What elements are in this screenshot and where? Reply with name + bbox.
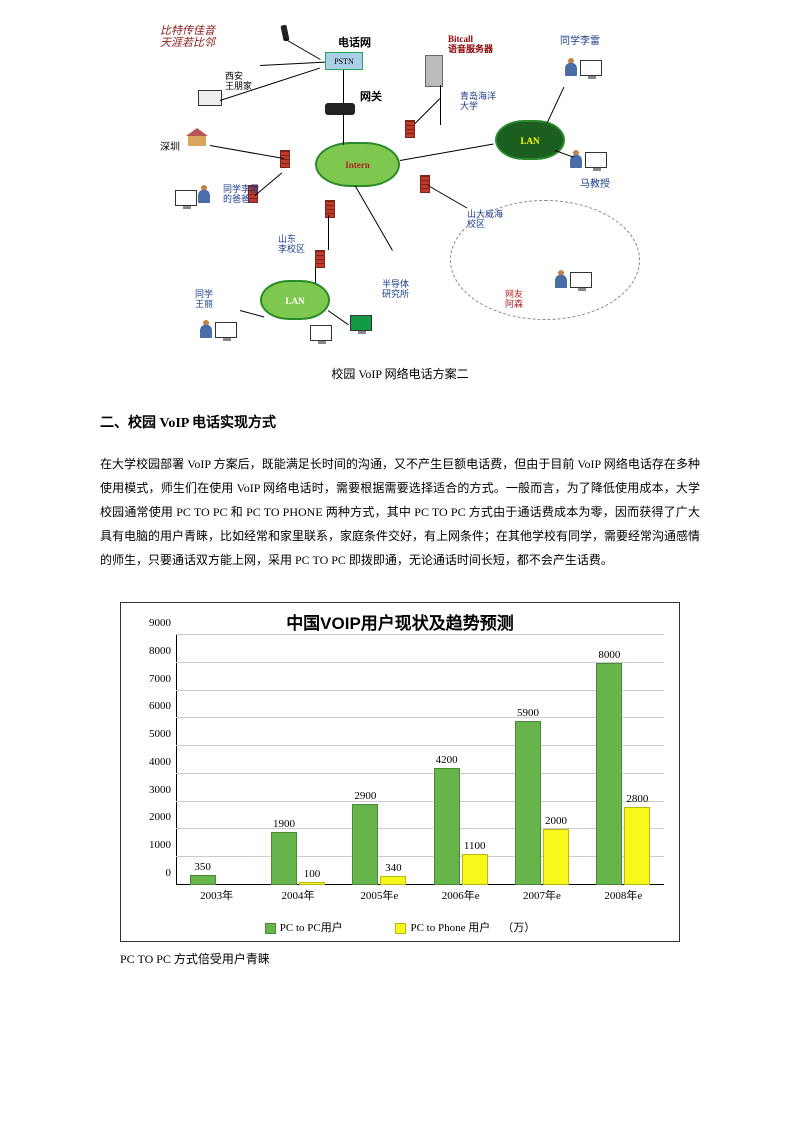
computer-icon <box>580 60 602 76</box>
body-paragraph: 在大学校园部署 VoIP 方案后，既能满足长时间的沟通，又不产生巨额电话费，但由… <box>100 452 700 572</box>
dashed-region <box>450 200 640 320</box>
shandong-label: 山东 李校区 <box>278 235 305 255</box>
chart-plot-area: 0100020003000400050006000700080009000200… <box>176 635 664 885</box>
student-li-label: 同学李雷 <box>560 32 600 47</box>
lan-cloud-bottom: LAN <box>260 280 330 320</box>
chart-bar <box>190 875 216 885</box>
computer-icon <box>585 152 607 168</box>
firewall-icon <box>420 175 430 193</box>
firewall-icon <box>315 250 325 268</box>
chart-caption: PC TO PC 方式倍受用户青睐 <box>120 950 700 967</box>
internet-cloud: Intern <box>315 142 400 187</box>
xian-label: 西安 王朋家 <box>225 72 252 92</box>
computer-icon <box>350 315 372 331</box>
gateway-device <box>325 103 355 115</box>
house-icon <box>186 128 208 146</box>
phone-fax-icon <box>198 90 222 106</box>
computer-icon <box>175 190 197 206</box>
chart-bar <box>543 829 569 885</box>
lan-cloud-right: LAN <box>495 120 565 160</box>
voip-network-diagram: 比特传佳音 天涯若比邻 电话网 PSTN 网关 Bitcall 语音服务器 青岛… <box>160 20 640 360</box>
chart-bar <box>596 663 622 885</box>
qingdao-uni-label: 青岛海洋 大学 <box>460 92 496 112</box>
computer-icon <box>310 325 332 341</box>
chart-bar <box>299 882 325 885</box>
chart-title: 中国VOIP用户现状及趋势预测 <box>121 603 679 634</box>
computer-icon <box>215 322 237 338</box>
chart-bar <box>380 876 406 885</box>
server-rack-icon <box>425 55 443 87</box>
student-wang-label: 同学 王丽 <box>195 290 213 310</box>
firewall-icon <box>325 200 335 218</box>
phone-network-label: 电话网 <box>338 34 371 50</box>
semiconductor-label: 半导体 研究所 <box>382 280 409 300</box>
person-icon <box>570 150 582 168</box>
voip-users-chart: 中国VOIP用户现状及趋势预测 010002000300040005000600… <box>120 602 680 942</box>
slogan: 比特传佳音 天涯若比邻 <box>160 25 215 49</box>
person-icon <box>200 320 212 338</box>
pstn-box: PSTN <box>325 52 363 70</box>
section-heading: 二、校园 VoIP 电话实现方式 <box>100 412 700 432</box>
chart-bar <box>434 768 460 885</box>
chart-bar <box>515 721 541 885</box>
firewall-icon <box>280 150 290 168</box>
bitcall-label: Bitcall 语音服务器 <box>448 35 493 55</box>
diagram-caption: 校园 VoIP 网络电话方案二 <box>100 365 700 382</box>
chart-bar <box>462 854 488 885</box>
person-icon <box>198 185 210 203</box>
gateway-label: 网关 <box>360 88 382 104</box>
ma-teacher-label: 马教授 <box>580 175 610 190</box>
chart-bar <box>624 807 650 885</box>
person-icon <box>565 58 577 76</box>
chart-legend: PC to PC用户 PC to Phone 用户（万） <box>121 919 679 935</box>
shenzhen-label: 深圳 <box>160 138 180 153</box>
